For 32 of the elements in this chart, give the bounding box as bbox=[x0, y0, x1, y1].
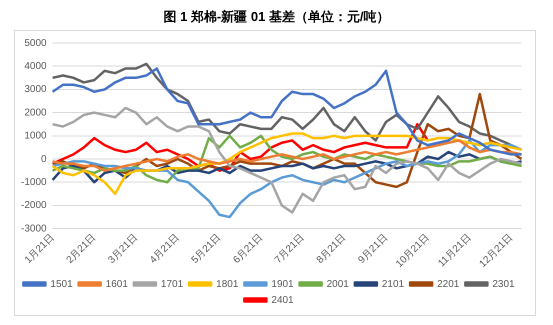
legend-label: 2101 bbox=[382, 278, 405, 290]
x-tick-label: 2月21日 bbox=[64, 232, 98, 266]
legend-label: 2001 bbox=[326, 278, 350, 290]
chart-title: 图 1 郑棉-新疆 01 基差（单位：元/吨） bbox=[162, 8, 391, 26]
legend-label: 1601 bbox=[106, 278, 128, 290]
y-tick-label: 1000 bbox=[24, 130, 48, 142]
legend-label: 2401 bbox=[271, 294, 294, 306]
x-tick-label: 8月21日 bbox=[314, 232, 348, 266]
y-tick-label: -1000 bbox=[21, 176, 48, 188]
y-tick-label: 2000 bbox=[24, 107, 48, 118]
x-tick-label: 10月21日 bbox=[394, 232, 432, 270]
y-tick-label: -3000 bbox=[21, 223, 48, 234]
x-tick-label: 3月21日 bbox=[106, 232, 140, 266]
x-tick-label: 7月21日 bbox=[273, 232, 307, 266]
x-tick-label: 11月21日 bbox=[436, 232, 474, 270]
x-tick-label: 9月21日 bbox=[356, 232, 390, 266]
legend-label: 1701 bbox=[160, 278, 184, 290]
x-tick-label: 1月21日 bbox=[22, 232, 57, 266]
legend-label: 2201 bbox=[437, 278, 460, 290]
y-tick-label: 3000 bbox=[24, 84, 48, 96]
legend-label: 1801 bbox=[216, 278, 239, 290]
x-tick-label: 5月21日 bbox=[190, 232, 224, 266]
y-tick-label: -2000 bbox=[21, 200, 48, 212]
x-tick-label: 6月21日 bbox=[231, 232, 266, 266]
y-tick-label: 0 bbox=[41, 154, 48, 165]
x-tick-label: 4月21日 bbox=[148, 232, 182, 266]
y-tick-label: 4000 bbox=[24, 60, 48, 72]
y-tick-label: 5000 bbox=[24, 38, 48, 49]
x-tick-label: 12月21日 bbox=[478, 232, 516, 270]
legend-label: 1901 bbox=[271, 278, 294, 290]
legend-label: 2301 bbox=[492, 278, 516, 290]
legend-label: 1501 bbox=[50, 278, 74, 290]
